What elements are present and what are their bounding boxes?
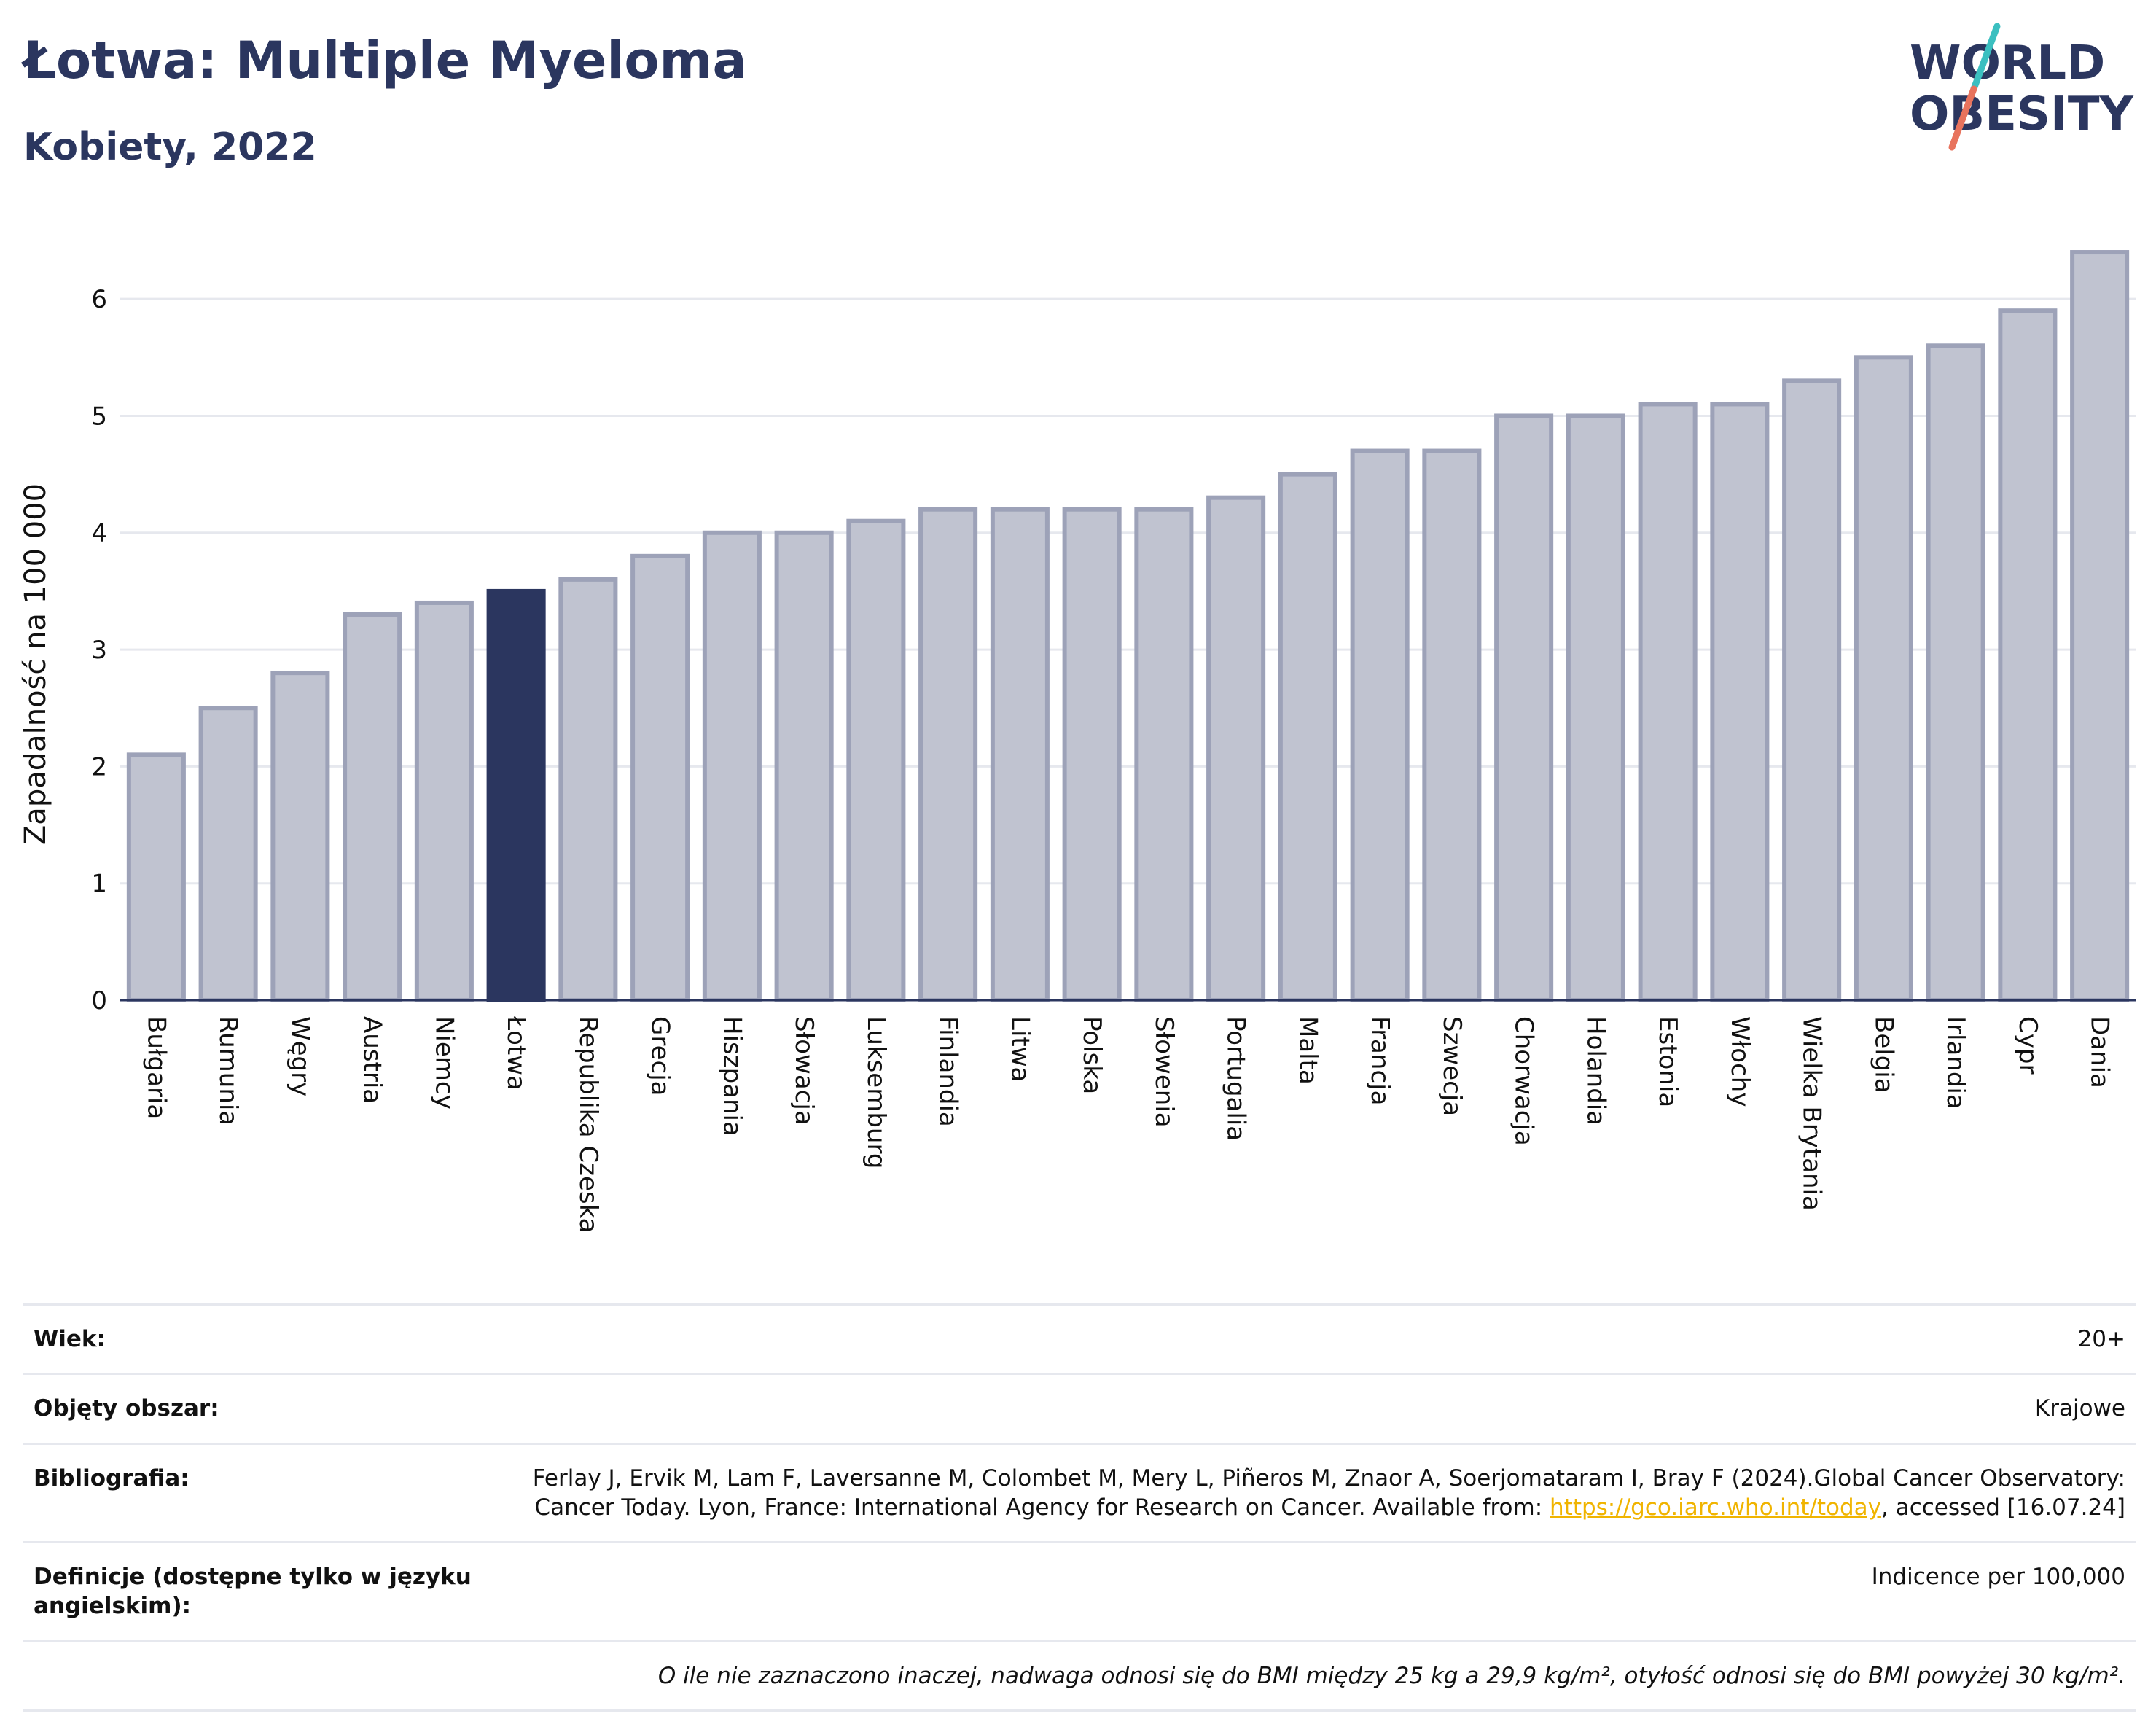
logo-line-world: WORLD [1910, 36, 2105, 90]
x-tick-label: Irlandia [1941, 1016, 1970, 1110]
bar [414, 600, 474, 1002]
x-tick-label: Rumunia [214, 1016, 243, 1126]
y-tick-label: 1 [91, 870, 107, 899]
x-tick-label: Grecja [646, 1016, 675, 1096]
x-tick-label: Słowacja [789, 1016, 819, 1126]
page-title: Łotwa: Multiple Myeloma [23, 31, 747, 90]
x-tick-label: Łotwa [501, 1015, 531, 1091]
bibliography-label: Bibliografia: [34, 1465, 190, 1492]
bar [630, 553, 690, 1003]
bar [1782, 378, 1842, 1003]
age-value: 20+ [2077, 1326, 2125, 1352]
x-tick-label: Węgry [286, 1016, 315, 1096]
x-tick-label: Francja [1365, 1016, 1394, 1105]
bibliography-link[interactable]: https://gco.iarc.who.int/today [1550, 1494, 1881, 1521]
y-tick-label: 4 [91, 519, 107, 548]
x-tick-label: Republika Czeska [574, 1016, 603, 1233]
x-tick-label: Cypr [2013, 1016, 2042, 1074]
x-tick-label: Niemcy [429, 1016, 458, 1110]
x-tick-label: Finlandia [934, 1016, 963, 1127]
definitions-label: Definicje (dostępne tylko w języku angie… [34, 1564, 472, 1620]
bar [270, 671, 330, 1003]
bar [1422, 448, 1482, 1002]
bar [1926, 343, 1985, 1002]
bar [558, 577, 618, 1002]
bar [1062, 507, 1122, 1002]
bar [198, 706, 258, 1002]
logo-slash-teal [1970, 23, 2001, 93]
y-tick-label: 2 [91, 752, 107, 781]
x-tick-label: Chorwacja [1509, 1016, 1539, 1146]
bar [774, 530, 834, 1002]
x-tick-label: Szwecja [1437, 1016, 1466, 1116]
info-row-note: O ile nie zaznaczono inaczej, nadwaga od… [23, 1641, 2136, 1711]
bar-chart: 0 1 2 3 4 5 6 Bułgaria Rumunia Węgry Austria Niemc… [19, 250, 2136, 1233]
bar [918, 507, 978, 1002]
bar [1350, 448, 1410, 1002]
x-tick-label: Wielka Brytania [1797, 1016, 1827, 1211]
x-tick-label: Hiszpania [717, 1016, 746, 1136]
bar [126, 752, 186, 1002]
bar [702, 530, 762, 1002]
x-tick-label: Litwa [1005, 1016, 1034, 1082]
x-tick-labels: Bułgaria Rumunia Węgry Austria Niemcy Łotwa Re… [141, 1015, 2114, 1233]
bar [846, 518, 906, 1002]
y-tick-label: 0 [91, 986, 107, 1015]
bar [1566, 413, 1625, 1002]
y-tick-labels: 0 1 2 3 4 5 6 [91, 285, 107, 1015]
y-tick-label: 6 [91, 285, 107, 314]
x-tick-label: Estonia [1653, 1016, 1682, 1107]
info-row-age: Wiek: 20+ [23, 1304, 2136, 1374]
logo-slash-coral [1948, 85, 1977, 151]
bar [2070, 250, 2130, 1003]
bmi-note: O ile nie zaznaczono inaczej, nadwaga od… [657, 1662, 2125, 1689]
x-tick-label: Austria [358, 1016, 387, 1104]
page-subtitle: Kobiety, 2022 [23, 125, 317, 169]
area-value: Krajowe [2034, 1395, 2125, 1422]
info-row-bibliography: Bibliografia: Ferlay J, Ervik M, Lam F, … [23, 1443, 2136, 1543]
bar [1278, 472, 1337, 1003]
bars [126, 250, 2130, 1003]
bar [1854, 355, 1913, 1003]
info-row-area: Objęty obszar: Krajowe [23, 1373, 2136, 1443]
world-obesity-logo: WORLD OBESITY [1910, 23, 2133, 151]
x-tick-label: Polska [1077, 1016, 1106, 1094]
bar [990, 507, 1050, 1002]
x-tick-label: Włochy [1725, 1016, 1754, 1107]
info-row-definitions: Definicje (dostępne tylko w języku angie… [23, 1542, 2136, 1642]
x-tick-label: Luksemburg [862, 1016, 891, 1169]
bar [1494, 413, 1554, 1002]
bar [1134, 507, 1194, 1002]
x-tick-label: Portugalia [1222, 1016, 1251, 1141]
x-tick-label: Belgia [1869, 1016, 1898, 1093]
bibliography-tail: , accessed [16.07.24] [1880, 1494, 2125, 1521]
y-tick-label: 3 [91, 636, 107, 665]
bar [1638, 402, 1698, 1002]
logo-line-obesity: OBESITY [1910, 87, 2133, 141]
y-tick-label: 5 [91, 402, 107, 431]
y-axis-title: Zapadalność na 100 000 [19, 483, 52, 845]
x-tick-label: Holandia [1581, 1016, 1610, 1126]
bibliography-value: Ferlay J, Ervik M, Lam F, Laversanne M, … [510, 1443, 2136, 1543]
bar [1998, 308, 2058, 1002]
definitions-value: Indicence per 100,000 [1871, 1564, 2125, 1591]
age-label: Wiek: [34, 1326, 106, 1352]
x-tick-label: Bułgaria [141, 1016, 171, 1119]
bibliography-text: Ferlay J, Ervik M, Lam F, Laversanne M, … [532, 1465, 2125, 1521]
bar [1710, 402, 1770, 1002]
x-tick-label: Malta [1293, 1016, 1322, 1085]
bar [1206, 495, 1266, 1002]
bar [343, 612, 402, 1002]
x-tick-label: Dania [2085, 1016, 2114, 1088]
info-table: Wiek: 20+ Objęty obszar: Krajowe Bibliog… [23, 1303, 2136, 1712]
area-label: Objęty obszar: [34, 1395, 219, 1422]
bar [486, 588, 546, 1002]
x-tick-label: Słowenia [1149, 1016, 1179, 1128]
